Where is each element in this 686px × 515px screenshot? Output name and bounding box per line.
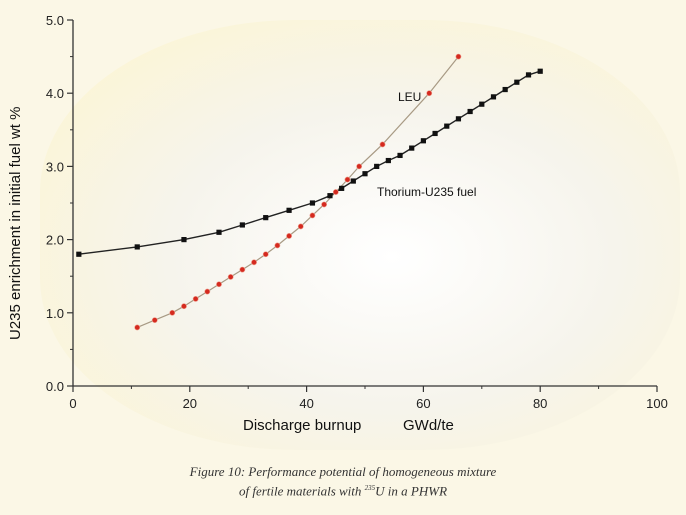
data-point-leu [297,223,304,230]
data-point-thorium [502,86,508,93]
y-axis-title: U235 enrichment in initial fuel wt % [7,107,24,340]
data-point-thorium [134,244,140,250]
x-tick-label: 0 [69,396,76,411]
data-point-thorium [514,79,520,85]
data-point-thorium [397,152,403,159]
data-point-thorium [327,193,333,199]
data-point-thorium [239,222,245,228]
data-point-leu [379,141,386,148]
caption-line-2-suffix: U in a PHWR [375,483,448,499]
series-line-thorium [78,70,541,255]
series-label-leu: LEU [398,90,421,104]
data-point-thorium [525,72,532,78]
data-point-leu [262,251,269,258]
data-point-thorium [309,200,316,206]
data-point-thorium [350,178,356,184]
data-point-leu [286,233,292,239]
x-tick-label: 100 [646,396,668,411]
data-point-leu [169,309,176,316]
data-point-leu [426,90,433,97]
burnup-enrichment-chart: 0.0 1.0 2.0 3.0 4.0 5.0 0 20 40 60 80 100 LEU Thori… [7,13,668,434]
data-point-leu [204,288,211,295]
axes: 0.0 1.0 2.0 3.0 4.0 5.0 0 20 40 60 80 100 [46,13,668,411]
series-line-leu [136,56,459,328]
y-tick-label: 0.0 [46,379,64,394]
data-point-leu [181,303,187,310]
caption-line-1: Figure 10: Performance potential of homo… [189,464,497,479]
data-point-leu [332,189,339,195]
data-point-thorium [263,215,269,221]
data-point-thorium [420,138,426,144]
data-point-leu [321,201,328,208]
data-point-leu [216,281,222,288]
data-point-thorium [362,171,368,177]
x-tick-label: 80 [533,396,547,411]
data-point-leu [344,176,351,183]
x-tick-label: 60 [416,396,430,411]
data-point-thorium [537,68,543,74]
data-point-thorium [76,251,82,257]
data-point-thorium [385,157,391,164]
figure-caption: Figure 10: Performance potential of homo… [0,463,686,499]
data-point-thorium [432,130,438,137]
data-point-thorium [374,163,380,169]
y-tick-label: 1.0 [46,306,64,321]
x-tick-label: 40 [299,396,313,411]
data-point-thorium [444,123,450,129]
background-glow [40,20,680,450]
y-tick-label: 5.0 [46,13,64,28]
x-tick-label: 20 [183,396,197,411]
data-point-leu [192,295,199,302]
caption-line-2: of fertile materials with 235U in a PHWR [0,480,686,499]
data-point-leu [455,53,462,60]
x-axis-unit: GWd/te [403,417,454,434]
data-point-leu [134,324,141,331]
data-point-leu [227,274,234,280]
data-point-leu [274,242,281,249]
data-point-thorium [216,229,222,235]
data-point-thorium [467,108,473,115]
data-point-leu [151,317,158,324]
data-point-leu [309,212,316,219]
x-axis-title: Discharge burnup [243,417,361,434]
data-point-thorium [490,94,497,100]
y-tick-label: 2.0 [46,233,64,248]
data-point-thorium [181,237,187,243]
series-label-thorium: Thorium-U235 fuel [377,185,476,199]
y-tick-label: 4.0 [46,86,64,101]
data-point-thorium [455,116,462,122]
data-point-leu [239,266,246,273]
caption-line-2-prefix: of fertile materials with [238,483,365,499]
series-markers [76,53,543,331]
data-point-leu [251,259,257,266]
data-point-thorium [479,101,485,107]
data-point-thorium [286,207,292,213]
y-tick-label: 3.0 [46,159,64,174]
data-point-thorium [409,145,415,151]
caption-superscript: 235 [364,484,376,492]
data-point-thorium [339,185,345,191]
data-point-leu [356,163,363,170]
